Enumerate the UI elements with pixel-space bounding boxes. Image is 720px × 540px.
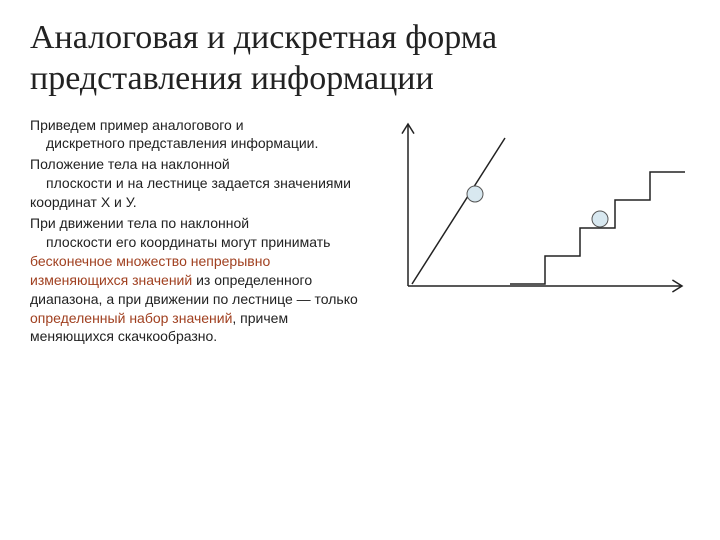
analog-discrete-diagram (390, 116, 690, 316)
para-2: Положение тела на наклонной плоскости и … (30, 155, 370, 212)
para-1: Приведем пример аналогового и дискретног… (30, 116, 370, 154)
p1-lead: Приведем пример аналогового и (30, 117, 244, 133)
p3-highlight-2: определенный набор значений (30, 310, 232, 326)
p3-b: плоскости его координаты могут принимать (30, 234, 330, 250)
para-3: При движении тела по наклонной плоскости… (30, 214, 370, 346)
diagram-column (390, 116, 690, 349)
slide-title: Аналоговая и дискретная форма представле… (30, 18, 690, 100)
p3-lead: При движении тела по наклонной (30, 215, 249, 231)
p2-lead: Положение тела на наклонной (30, 156, 230, 172)
text-column: Приведем пример аналогового и дискретног… (30, 116, 370, 349)
content-row: Приведем пример аналогового и дискретног… (30, 116, 690, 349)
p1-rest: дискретного представления информации. (30, 135, 318, 151)
p2-rest: плоскости и на лестнице задается значени… (30, 175, 351, 210)
